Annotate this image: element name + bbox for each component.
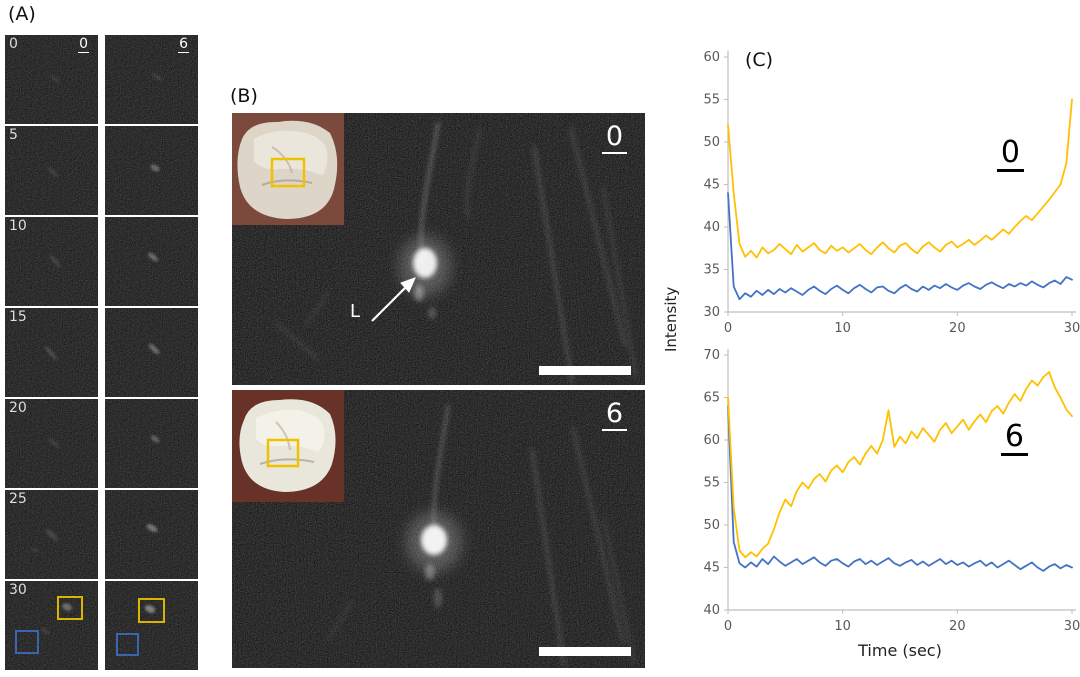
svg-text:40: 40 xyxy=(703,603,720,618)
svg-text:45: 45 xyxy=(703,561,720,576)
lesion-blob xyxy=(406,512,462,608)
scale-bar xyxy=(539,366,631,375)
svg-text:60: 60 xyxy=(703,50,720,65)
frame-time-label: 10 xyxy=(9,218,27,234)
microscopy-frame: 5 xyxy=(5,126,98,215)
panel-a-grid: 0 0 6 5 10 15 20 25 30 xyxy=(5,35,198,670)
panel-b-label: (B) xyxy=(230,85,258,107)
microscopy-frame: 10 xyxy=(5,217,98,306)
streaks xyxy=(274,121,638,383)
microscopy-frame-image xyxy=(105,490,198,579)
microscopy-frame: 6 xyxy=(105,35,198,124)
svg-text:50: 50 xyxy=(703,518,720,533)
roi-box-yellow xyxy=(57,596,83,620)
microscopy-frame xyxy=(105,399,198,488)
frame-time-label: 5 xyxy=(9,127,18,143)
microscopy-frame-image xyxy=(5,581,98,670)
svg-text:70: 70 xyxy=(703,348,720,363)
microscopy-frame: 30 xyxy=(5,581,98,670)
intensity-chart-6: 40 45 50 55 60 65 70 0 10 20 30 6 xyxy=(688,343,1080,643)
svg-text:20: 20 xyxy=(949,619,966,634)
microscopy-frame-image xyxy=(5,490,98,579)
column-header-label: 0 xyxy=(78,36,89,53)
microscopy-frame-image xyxy=(105,35,198,124)
fluorescence-image-6: 6 xyxy=(232,390,645,668)
image-6-label: 6 xyxy=(601,398,627,432)
microscopy-frame xyxy=(105,490,198,579)
microscopy-frame xyxy=(105,308,198,397)
svg-text:10: 10 xyxy=(834,619,851,634)
microscopy-frame-image xyxy=(105,217,198,306)
microscopy-frame-image xyxy=(105,308,198,397)
x-axis-title: Time (sec) xyxy=(858,641,942,660)
frame-time-label: 30 xyxy=(9,582,27,598)
roi-box-blue xyxy=(116,633,139,656)
svg-text:60: 60 xyxy=(703,433,720,448)
svg-text:10: 10 xyxy=(834,321,851,336)
svg-text:30: 30 xyxy=(1064,619,1080,634)
frame-time-label: 25 xyxy=(9,491,27,507)
frame-time-label: 20 xyxy=(9,400,27,416)
microscopy-frame-image xyxy=(105,399,198,488)
svg-text:30: 30 xyxy=(703,305,720,320)
svg-text:0: 0 xyxy=(724,619,732,634)
column-header-label: 6 xyxy=(178,36,189,53)
microscopy-frame: 15 xyxy=(5,308,98,397)
y-axis-title: Intensity xyxy=(662,286,680,352)
microscopy-frame xyxy=(105,581,198,670)
intensity-chart-0: 30 35 40 45 50 55 60 0 10 20 30 0 xyxy=(688,45,1080,345)
svg-text:40: 40 xyxy=(703,220,720,235)
chart-6-label: 6 xyxy=(1000,421,1028,456)
roi-box-blue xyxy=(15,630,39,654)
svg-text:45: 45 xyxy=(703,178,720,193)
roi-box-yellow xyxy=(266,438,300,468)
microscopy-frame-image xyxy=(5,399,98,488)
microscopy-frame xyxy=(105,126,198,215)
frame-time-label: 0 xyxy=(9,36,18,52)
scale-bar xyxy=(539,647,631,656)
microscopy-frame-image xyxy=(5,35,98,124)
tooth-photo-inset-6 xyxy=(232,390,344,502)
microscopy-frame-image xyxy=(5,217,98,306)
chart-0-label: 0 xyxy=(996,137,1024,172)
frame-time-label: 15 xyxy=(9,309,27,325)
svg-text:20: 20 xyxy=(949,321,966,336)
fluorescence-image-0: 0 L xyxy=(232,113,645,385)
svg-text:0: 0 xyxy=(724,321,732,336)
microscopy-frame xyxy=(105,217,198,306)
panel-a-label: (A) xyxy=(8,3,36,25)
microscopy-frame-image xyxy=(105,126,198,215)
chart-0-plot: 30 35 40 45 50 55 60 0 10 20 30 xyxy=(703,50,1080,336)
microscopy-frame-image xyxy=(105,581,198,670)
arrow-icon xyxy=(371,277,416,322)
chart-6-plot: 40 45 50 55 60 65 70 0 10 20 30 xyxy=(703,348,1080,634)
svg-text:55: 55 xyxy=(703,476,720,491)
microscopy-frame: 20 xyxy=(5,399,98,488)
roi-box-yellow xyxy=(138,598,165,623)
svg-text:55: 55 xyxy=(703,93,720,108)
svg-text:30: 30 xyxy=(1064,321,1080,336)
microscopy-frame-image xyxy=(5,126,98,215)
image-0-label: 0 xyxy=(601,121,627,155)
svg-text:50: 50 xyxy=(703,135,720,150)
panel-c-label: (C) xyxy=(745,49,774,71)
tooth-photo-inset-0 xyxy=(232,113,344,225)
lesion-label: L xyxy=(350,301,361,322)
microscopy-frame: 25 xyxy=(5,490,98,579)
fluorescence-frame-6 xyxy=(232,390,645,668)
microscopy-frame-image xyxy=(5,308,98,397)
svg-text:65: 65 xyxy=(703,391,720,406)
svg-text:35: 35 xyxy=(703,263,720,278)
roi-box-yellow xyxy=(270,157,306,188)
